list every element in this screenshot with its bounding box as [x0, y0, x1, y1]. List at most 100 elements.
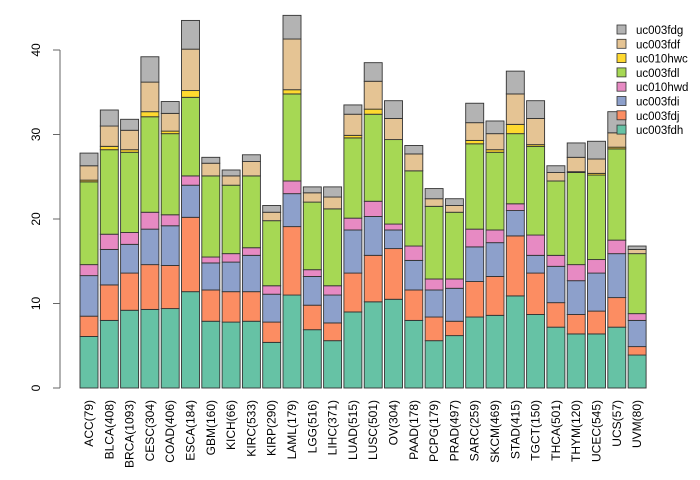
bar-segment-uc003fdj	[241, 291, 261, 322]
bar-segment-uc003fdg	[505, 70, 525, 95]
legend-label: uc003fdg	[636, 25, 683, 37]
bar-segment-uc003fdg	[546, 165, 566, 173]
bar-stack	[120, 118, 140, 389]
bar-segment-uc003fdh	[363, 301, 383, 389]
legend: uc003fdg uc003fdf uc010hwc uc003fdl uc010hwd…	[616, 24, 688, 137]
bar-segment-uc003fdf	[404, 153, 424, 172]
bar-segment-uc003fdj	[424, 316, 444, 342]
bar-segment-uc003fdj	[526, 272, 546, 315]
bar-segment-uc003fdh	[160, 308, 180, 389]
bar-segment-uc010hwd	[302, 269, 322, 277]
bar-stack	[99, 109, 119, 389]
y-tick-label: 30	[29, 128, 43, 142]
bar-stack	[79, 152, 99, 389]
bar-segment-uc003fdh	[546, 326, 566, 389]
y-tick-label: 20	[29, 212, 43, 226]
bar-stack	[424, 188, 444, 389]
bar-segment-uc003fdl	[526, 145, 546, 236]
bar-segment-uc003fdh	[241, 320, 261, 389]
bar-segment-uc003fdj	[384, 248, 403, 300]
bar-stack	[526, 100, 546, 389]
bar-segment-uc010hwc	[505, 123, 525, 135]
bar-stack	[485, 120, 505, 389]
bar-segment-uc003fdg	[79, 152, 99, 167]
bar-segment-uc010hwd	[485, 229, 505, 244]
bar-segment-uc003fdg	[363, 62, 383, 82]
bar-segment-uc003fdl	[363, 113, 383, 202]
bar-segment-uc003fdl	[79, 181, 99, 266]
x-tick-label: THYM(120)	[569, 400, 583, 462]
x-tick-label: UVM(80)	[630, 400, 644, 448]
bar-segment-uc003fdi	[323, 294, 343, 324]
bar-segment-uc003fdg	[262, 205, 282, 213]
bar-segment-uc003fdj	[343, 272, 363, 313]
bar-segment-uc003fdf	[221, 175, 241, 186]
bar-segment-uc003fdf	[201, 162, 221, 177]
bar-segment-uc003fdj	[444, 320, 464, 337]
x-tick-label: KIRP(290)	[265, 400, 279, 456]
bar-segment-uc003fdi	[262, 293, 282, 323]
legend-label: uc003fdi	[636, 97, 679, 109]
bar-segment-uc003fdj	[404, 289, 424, 321]
bar-segment-uc003fdi	[485, 242, 505, 277]
y-tick-label: 10	[29, 297, 43, 311]
bar-stack	[181, 19, 200, 389]
bar-segment-uc003fdi	[181, 184, 200, 218]
bar-segment-uc003fdl	[485, 151, 505, 231]
bar-segment-uc003fdg	[343, 104, 363, 115]
bar-segment-uc003fdj	[607, 297, 627, 328]
bar-stack	[323, 186, 343, 389]
bar-segment-uc003fdl	[201, 175, 221, 258]
bar-stack	[343, 104, 363, 389]
bar-segment-uc010hwd	[282, 180, 302, 195]
x-tick-label: OV(304)	[387, 400, 401, 445]
bar-segment-uc010hwc	[140, 111, 160, 118]
bar-segment-uc003fdj	[485, 276, 505, 316]
bar-segment-uc003fdf	[79, 165, 99, 181]
legend-swatch	[616, 110, 627, 121]
bar-segment-uc003fdf	[99, 125, 119, 147]
bar-segment-uc010hwd	[424, 278, 444, 291]
x-tick-label: LIHC(371)	[326, 400, 340, 455]
bar-segment-uc010hwd	[99, 233, 119, 250]
bar-segment-uc003fdg	[465, 102, 485, 124]
bar-segment-uc003fdj	[160, 265, 180, 310]
bar-segment-uc010hwd	[404, 245, 424, 261]
bar-segment-uc010hwd	[262, 285, 282, 295]
bar-segment-uc010hwd	[79, 264, 99, 277]
bar-stack	[384, 100, 403, 389]
bar-segment-uc010hwc	[181, 90, 200, 98]
bar-segment-uc003fdi	[607, 253, 627, 299]
legend-swatch	[616, 24, 627, 35]
bar-segment-uc003fdi	[444, 287, 464, 322]
bar-segment-uc003fdl	[566, 172, 586, 266]
bar-segment-uc003fdh	[587, 333, 606, 389]
bar-segment-uc003fdl	[241, 175, 261, 249]
bar-segment-uc003fdi	[221, 261, 241, 293]
bar-segment-uc003fdf	[526, 117, 546, 146]
bar-segment-uc003fdg	[282, 14, 302, 40]
legend-swatch	[616, 81, 627, 92]
bar-segment-uc003fdh	[505, 295, 525, 389]
x-tick-label: LAML(179)	[285, 400, 299, 459]
bar-stack	[160, 101, 180, 389]
bar-segment-uc003fdh	[140, 308, 160, 389]
x-tick-label: SKCM(469)	[488, 400, 502, 463]
legend-item: uc010hwc	[616, 53, 688, 66]
bar-stack	[627, 245, 647, 389]
y-axis: 0 10 20 30 40	[29, 43, 61, 391]
x-tick-label: KICH(66)	[224, 400, 238, 450]
bar-segment-uc003fdj	[282, 226, 302, 296]
bar-segment-uc003fdh	[566, 333, 586, 389]
bar-stack	[221, 169, 241, 389]
x-axis-labels: ACC(79) BLCA(408) BRCA(1093) CESC(304) COAD(…	[82, 400, 644, 468]
bar-segment-uc003fdl	[221, 184, 241, 255]
bar-segment-uc003fdf	[546, 172, 566, 182]
bar-stack	[140, 56, 160, 389]
bar-segment-uc003fdj	[79, 315, 99, 337]
bar-segment-uc003fdg	[99, 109, 119, 127]
bar-segment-uc003fdi	[160, 225, 180, 266]
bar-segment-uc010hwc	[99, 145, 119, 151]
bar-segment-uc003fdj	[221, 291, 241, 323]
bar-segment-uc003fdl	[404, 170, 424, 247]
